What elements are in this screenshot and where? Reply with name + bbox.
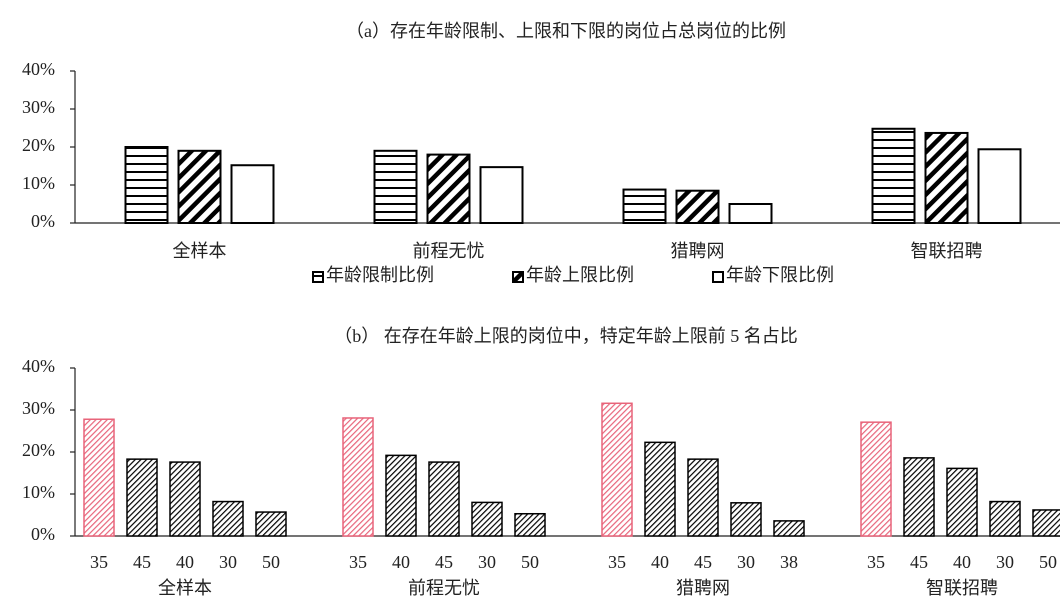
bar [730, 502, 762, 537]
bar [479, 166, 524, 224]
chart-title: （b） 在存在年龄上限的岗位中，特定年龄上限前 5 名占比 [334, 326, 798, 346]
x-tick-label: 40 [392, 552, 410, 572]
bar [514, 512, 546, 537]
y-tick-label: 30% [22, 398, 55, 418]
x-tick-label: 30 [219, 552, 237, 572]
bar [903, 457, 935, 537]
x-tick-label: 全样本 [173, 241, 227, 261]
group-label: 前程无忧 [408, 578, 480, 598]
x-tick-label: 38 [780, 552, 798, 572]
y-tick-label: 0% [31, 524, 55, 544]
x-tick-label: 45 [910, 552, 928, 572]
bar [83, 418, 115, 537]
y-tick-label: 10% [22, 173, 55, 193]
y-tick-label: 20% [22, 440, 55, 460]
legend-label: 年龄上限比例 [526, 265, 634, 285]
bar [773, 520, 805, 537]
y-tick-label: 30% [22, 97, 55, 117]
legend-label: 年龄限制比例 [326, 265, 434, 285]
x-tick-label: 35 [90, 552, 108, 572]
chart-title: （a）存在年龄限制、上限和下限的岗位占总岗位的比例 [346, 21, 786, 41]
x-tick-label: 40 [176, 552, 194, 572]
group-label: 猎聘网 [676, 578, 730, 598]
bar [687, 458, 719, 537]
legend-icon [512, 271, 524, 283]
bar [230, 164, 275, 225]
x-tick-label: 35 [608, 552, 626, 572]
bar [471, 501, 503, 537]
bar [426, 153, 471, 225]
bar [373, 149, 418, 224]
y-tick-label: 40% [22, 59, 55, 79]
bar [644, 441, 676, 537]
y-tick-label: 20% [22, 135, 55, 155]
x-tick-label: 30 [737, 552, 755, 572]
x-tick-label: 前程无忧 [413, 241, 485, 261]
bar [124, 146, 169, 224]
bar [212, 500, 244, 537]
bar [946, 467, 978, 537]
bar [169, 461, 201, 537]
legend-label: 年龄下限比例 [726, 265, 834, 285]
y-tick-label: 40% [22, 356, 55, 376]
legend-icon [712, 271, 724, 283]
bar [1032, 509, 1060, 537]
bar [860, 421, 892, 537]
x-tick-label: 40 [651, 552, 669, 572]
x-tick-label: 50 [521, 552, 539, 572]
x-tick-label: 40 [953, 552, 971, 572]
bar [977, 148, 1022, 224]
bar [255, 511, 287, 537]
legend-icon [312, 271, 324, 283]
bar [989, 500, 1021, 537]
x-tick-label: 50 [262, 552, 280, 572]
x-tick-label: 35 [867, 552, 885, 572]
bar [871, 127, 916, 224]
bar [601, 402, 633, 537]
bar [622, 188, 667, 224]
y-tick-label: 10% [22, 482, 55, 502]
bar [385, 454, 417, 537]
y-tick-label: 0% [31, 211, 55, 231]
bar [428, 461, 460, 537]
group-label: 智联招聘 [926, 578, 998, 598]
x-tick-label: 45 [133, 552, 151, 572]
x-tick-label: 35 [349, 552, 367, 572]
bar [924, 131, 969, 224]
x-tick-label: 猎聘网 [671, 241, 725, 261]
x-tick-label: 30 [996, 552, 1014, 572]
x-tick-label: 50 [1039, 552, 1057, 572]
group-label: 全样本 [158, 578, 212, 598]
x-tick-label: 45 [435, 552, 453, 572]
bar [675, 189, 720, 224]
bar [728, 203, 773, 224]
x-tick-label: 30 [478, 552, 496, 572]
bar [342, 417, 374, 537]
x-tick-label: 智联招聘 [911, 241, 983, 261]
x-tick-label: 45 [694, 552, 712, 572]
bar [126, 458, 158, 537]
bar [177, 149, 222, 224]
